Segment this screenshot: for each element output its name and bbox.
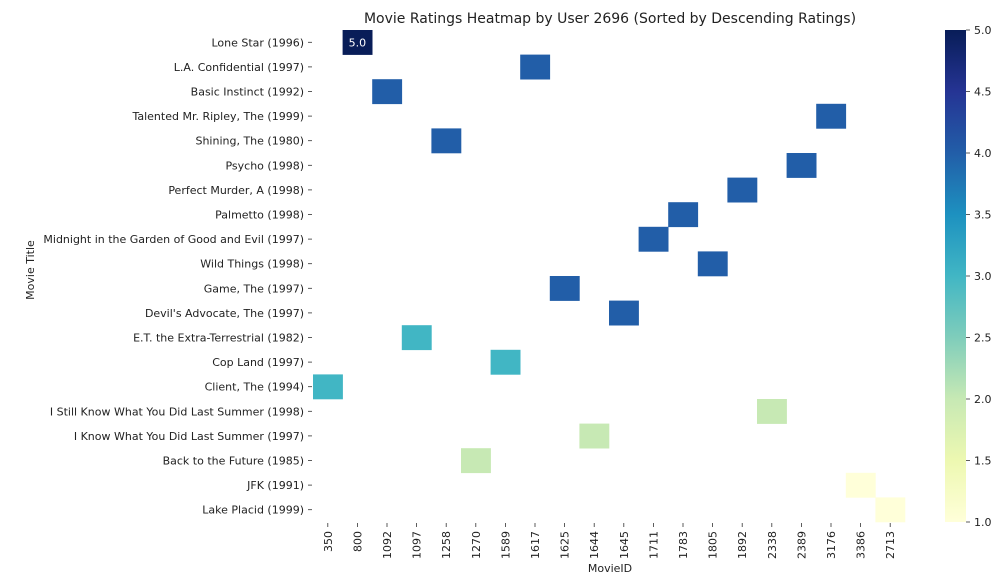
y-tick-label: JFK (1991) — [246, 479, 304, 492]
heatmap-cell — [816, 103, 847, 129]
heatmap-cell — [342, 30, 373, 55]
heatmap-cell — [875, 497, 906, 523]
x-tick-label: 1258 — [440, 531, 453, 559]
colorbar-tick-label: 2.0 — [974, 393, 992, 406]
colorbar-tick-label: 1.5 — [974, 455, 992, 468]
y-tick-label: Palmetto (1998) — [215, 209, 304, 222]
y-tick-label: Midnight in the Garden of Good and Evil … — [43, 233, 304, 246]
x-tick-label: 1805 — [707, 531, 720, 559]
y-tick-label: Client, The (1994) — [205, 381, 304, 394]
x-tick-label: 350 — [322, 531, 335, 552]
heatmap-cell — [490, 349, 521, 375]
heatmap-cell — [520, 54, 551, 80]
x-tick-label: 1092 — [381, 531, 394, 559]
y-tick-label: I Still Know What You Did Last Summer (1… — [50, 405, 304, 418]
x-tick-label: 2713 — [884, 531, 897, 559]
heatmap-cell — [431, 128, 462, 154]
y-tick-label: Psycho (1998) — [225, 159, 304, 172]
y-tick-label: Game, The (1997) — [204, 282, 304, 295]
y-tick-labels: Lone Star (1996) L.A. Confidential (1997)… — [43, 36, 312, 517]
colorbar-tick-label: 5.0 — [974, 24, 992, 37]
heatmap-cell — [638, 226, 669, 252]
heatmap-cell — [845, 472, 876, 498]
colorbar-tick-label: 3.5 — [974, 209, 992, 222]
colorbar-tick-label: 4.5 — [974, 86, 992, 99]
y-tick-label: Talented Mr. Ripley, The (1999) — [131, 110, 304, 123]
x-tick-label: 1270 — [470, 531, 483, 559]
x-tick-label: 3176 — [825, 531, 838, 559]
x-tick-labels: 350 800 1092 1097 1258 1270 1589 1617 1625 1644 16… — [322, 523, 897, 559]
y-axis-label: Movie Title — [24, 240, 37, 300]
colorbar — [945, 30, 966, 522]
heatmap-cell — [461, 448, 491, 474]
chart-title: Movie Ratings Heatmap by User 2696 (Sort… — [364, 11, 856, 27]
y-tick-label: I Know What You Did Last Summer (1997) — [74, 430, 304, 443]
x-tick-label: 1625 — [559, 531, 572, 559]
heatmap-cell — [668, 202, 699, 228]
colorbar-ticks: 1.0 1.5 2.0 2.5 3.0 3.5 4.0 4.5 5.0 — [966, 24, 992, 529]
heatmap-cell — [313, 374, 343, 400]
y-tick-label: E.T. the Extra-Terrestrial (1982) — [133, 332, 304, 345]
x-axis-label: MovieID — [588, 562, 632, 575]
heatmap-cell — [786, 153, 817, 178]
y-tick-label: Devil's Advocate, The (1997) — [145, 307, 304, 320]
colorbar-tick-label: 3.0 — [974, 270, 992, 283]
heatmap-cell — [609, 300, 639, 326]
x-tick-label: 1645 — [618, 531, 631, 559]
x-tick-label: 1711 — [647, 531, 660, 559]
y-tick-label: Back to the Future (1985) — [163, 455, 304, 468]
y-tick-label: Perfect Murder, A (1998) — [168, 184, 304, 197]
heatmap-cell — [549, 276, 580, 301]
y-tick-label: Shining, The (1980) — [195, 135, 304, 148]
y-tick-label: Basic Instinct (1992) — [191, 86, 304, 99]
heatmap-cell — [372, 79, 403, 105]
heatmap-cell — [727, 177, 758, 203]
heatmap-cell — [579, 423, 610, 449]
y-tick-label: Lone Star (1996) — [211, 36, 304, 49]
heatmap-cells: 5.0 — [313, 30, 906, 523]
heatmap-cell — [757, 399, 787, 424]
heatmap-cell — [401, 325, 432, 351]
cell-value-label: 5.0 — [349, 36, 367, 49]
x-tick-label: 1589 — [499, 531, 512, 559]
x-tick-label: 1783 — [677, 531, 690, 559]
x-tick-label: 2389 — [795, 531, 808, 559]
heatmap-cell — [697, 251, 728, 277]
y-tick-label: L.A. Confidential (1997) — [174, 61, 304, 74]
x-tick-label: 1097 — [411, 531, 424, 559]
x-tick-label: 1617 — [529, 531, 542, 559]
colorbar-tick-label: 4.0 — [974, 147, 992, 160]
x-tick-label: 2338 — [766, 531, 779, 559]
x-tick-label: 1644 — [588, 531, 601, 559]
y-tick-label: Wild Things (1998) — [200, 258, 304, 271]
y-tick-label: Lake Placid (1999) — [202, 504, 304, 517]
x-tick-label: 1892 — [736, 531, 749, 559]
x-tick-label: 3386 — [855, 531, 868, 559]
y-tick-label: Cop Land (1997) — [212, 356, 304, 369]
colorbar-tick-label: 1.0 — [974, 516, 992, 529]
colorbar-tick-label: 2.5 — [974, 332, 992, 345]
x-tick-label: 800 — [351, 531, 364, 552]
